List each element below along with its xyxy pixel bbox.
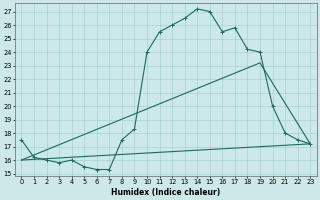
- X-axis label: Humidex (Indice chaleur): Humidex (Indice chaleur): [111, 188, 220, 197]
